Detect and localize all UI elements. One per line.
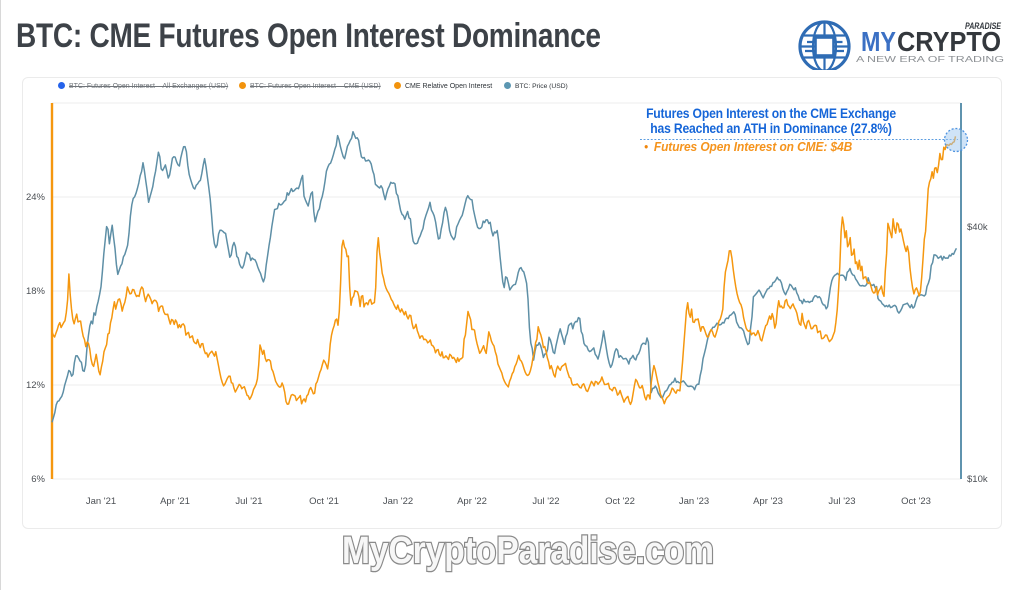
svg-text:MyCryptoParadise.com: MyCryptoParadise.com	[342, 530, 714, 572]
svg-text:Jul '21: Jul '21	[235, 496, 262, 507]
svg-text:Oct '23: Oct '23	[901, 496, 931, 507]
svg-text:Apr '22: Apr '22	[457, 496, 487, 507]
svg-text:Oct '22: Oct '22	[605, 496, 635, 507]
svg-text:Jan '21: Jan '21	[86, 496, 116, 507]
svg-text:$10k: $10k	[967, 474, 988, 485]
svg-text:Jan '23: Jan '23	[679, 496, 709, 507]
svg-text:Oct '21: Oct '21	[309, 496, 339, 507]
svg-text:$40k: $40k	[967, 222, 988, 233]
svg-text:A NEW ERA OF TRADING: A NEW ERA OF TRADING	[856, 55, 1004, 64]
svg-text:CRYPTO: CRYPTO	[897, 26, 1001, 57]
svg-text:Apr '23: Apr '23	[753, 496, 783, 507]
svg-text:6%: 6%	[31, 474, 45, 485]
svg-text:24%: 24%	[26, 192, 46, 203]
svg-text:Apr '21: Apr '21	[160, 496, 190, 507]
svg-text:Jul '22: Jul '22	[532, 496, 559, 507]
svg-text:12%: 12%	[26, 380, 46, 391]
svg-text:PARADISE: PARADISE	[965, 21, 1001, 32]
svg-text:Jul '23: Jul '23	[828, 496, 855, 507]
svg-text:MY: MY	[861, 26, 896, 57]
svg-text:Jan '22: Jan '22	[383, 496, 413, 507]
svg-text:18%: 18%	[26, 286, 46, 297]
